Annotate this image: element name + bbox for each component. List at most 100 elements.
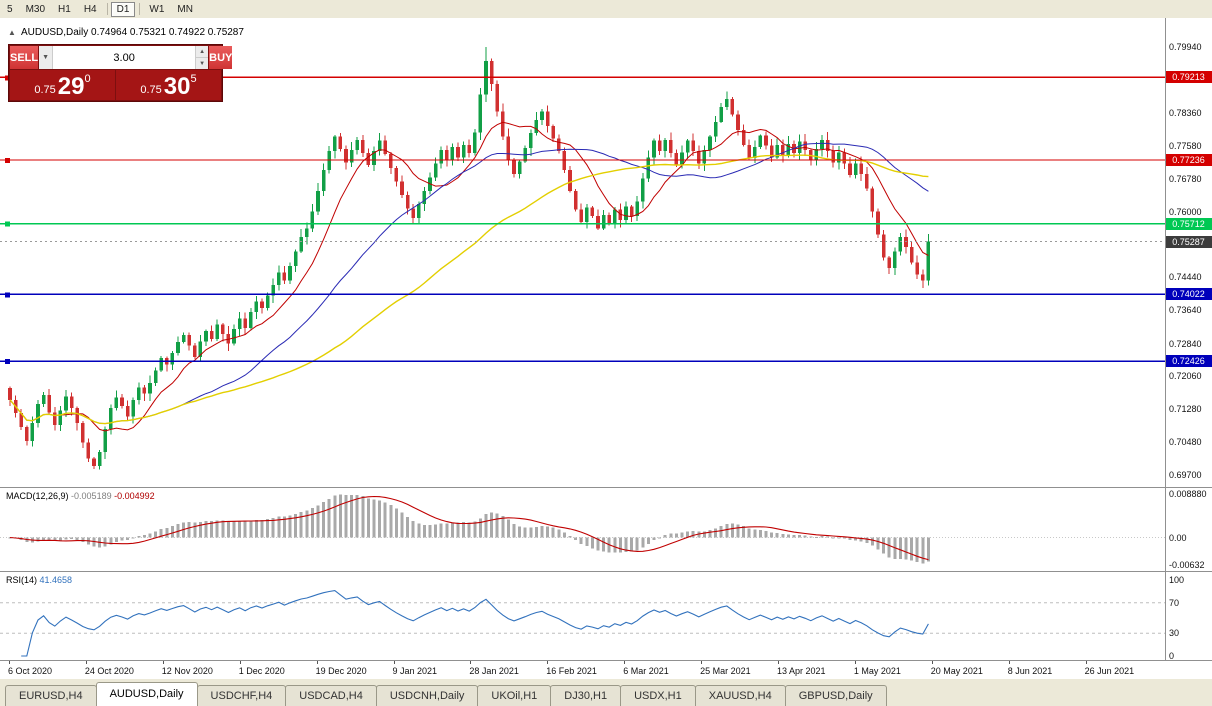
sell-button[interactable]: SELL: [10, 46, 39, 69]
hline-price-tag: 0.72426: [1165, 355, 1212, 368]
chart-tab-ukoil-h1[interactable]: UKOil,H1: [477, 685, 552, 706]
pane-separator[interactable]: [0, 571, 1212, 572]
fast-ma-line: [9, 121, 929, 432]
buy-button[interactable]: BUY: [209, 46, 233, 69]
timeframe-button-MN[interactable]: MN: [177, 3, 193, 15]
time-axis-tick: [547, 661, 549, 664]
macd-axis-label: -0.00632: [1169, 560, 1205, 570]
time-axis-tick: [931, 661, 933, 664]
chart-tabs-bar: EURUSD,H4 AUDUSD,Daily USDCHF,H4 USDCAD,H4 U…: [0, 678, 1212, 706]
chart-tab-usdcnh-daily[interactable]: USDCNH,Daily: [375, 685, 479, 706]
macd-canvas[interactable]: [0, 488, 1165, 571]
time-axis-label: 8 Jun 2021: [1007, 666, 1053, 676]
time-axis-tick: [393, 661, 395, 664]
volume-stepper[interactable]: ▲ ▼: [195, 46, 209, 69]
price-axis-label: 0.71280: [1169, 404, 1202, 414]
time-axis-label: 16 Feb 2021: [546, 666, 597, 676]
chart-tab-usdchf-h4[interactable]: USDCHF,H4: [196, 685, 287, 706]
price-axis-label: 0.78360: [1169, 108, 1202, 119]
time-axis-tick: [701, 661, 703, 664]
rsi-axis-label: 0: [1169, 651, 1175, 660]
rsi-pane: RSI(14) 41.4658 100 70 30 0: [0, 572, 1212, 660]
chart-tab-audusd-daily[interactable]: AUDUSD,Daily: [95, 682, 198, 706]
rsi-canvas[interactable]: [0, 572, 1165, 660]
price-axis-label: 0.79940: [1169, 42, 1202, 52]
one-click-collapse-icon[interactable]: ▲: [8, 28, 16, 37]
time-axis-tick: [1085, 661, 1087, 664]
price-axis-label: 0.70480: [1169, 437, 1202, 448]
time-axis-tick: [239, 661, 241, 664]
one-click-trade-panel: SELL ▼ ▲ ▼ BUY 0.75 29 0 0: [8, 44, 233, 102]
sell-price-prefix: 0.75: [34, 84, 56, 96]
price-axis-label: 0.72840: [1169, 338, 1202, 349]
pane-separator[interactable]: [0, 487, 1212, 488]
hline-price-tag: 0.79213: [1165, 71, 1212, 84]
axis-separator: [1165, 18, 1166, 661]
macd-histogram: [8, 494, 930, 564]
time-axis-tick: [85, 661, 87, 664]
time-axis-label: 26 Jun 2021: [1084, 666, 1135, 676]
chart-tab-usdcad-h4[interactable]: USDCAD,H4: [285, 685, 377, 706]
time-axis-label: 28 Jan 2021: [469, 666, 519, 676]
price-axis-label: 0.77580: [1169, 140, 1202, 151]
main-chart-pane: ▲ AUDUSD,Daily 0.74964 0.75321 0.74922 0…: [0, 18, 1212, 487]
timeframe-button-5[interactable]: 5: [7, 3, 13, 15]
rsi-label: RSI(14) 41.4658: [6, 575, 72, 585]
toolbar-separator: [139, 3, 141, 15]
timeframe-button-M30[interactable]: M30: [25, 3, 46, 15]
volume-input[interactable]: [53, 46, 196, 69]
chart-info-line: AUDUSD,Daily 0.74964 0.75321 0.74922 0.7…: [21, 27, 244, 38]
timeframe-toolbar: 5 M30 H1 H4 D1 W1 MN: [0, 0, 1212, 18]
volume-step-up-icon[interactable]: ▲: [196, 46, 209, 58]
price-axis-label: 0.69700: [1169, 470, 1202, 481]
hline-price-tag: 0.75712: [1165, 217, 1212, 230]
timeframe-button-D1[interactable]: D1: [110, 1, 136, 17]
time-axis[interactable]: 6 Oct 2020 24 Oct 2020 12 Nov 2020 1 Dec 20…: [0, 661, 1212, 678]
rsi-axis-label: 70: [1169, 597, 1180, 608]
medium-ma-line: [9, 142, 929, 425]
volume-step-down-icon[interactable]: ▼: [196, 58, 209, 69]
macd-axis-label: 0.008880: [1169, 489, 1207, 499]
macd-value-signal: -0.004992: [114, 491, 155, 501]
chart-tab-xauusd-h4[interactable]: XAUUSD,H4: [694, 685, 786, 706]
pane-separator: [0, 660, 1212, 661]
rsi-axis-label: 100: [1169, 575, 1185, 585]
chart-tab-usdx-h1[interactable]: USDX,H1: [620, 685, 696, 706]
hline-price-tag: 0.77236: [1165, 154, 1212, 166]
chart-tab-eurusd-h4[interactable]: EURUSD,H4: [5, 685, 97, 706]
volume-control: ▼ ▲ ▼: [39, 46, 209, 69]
hline-price-tag: 0.74022: [1165, 288, 1212, 301]
price-axis-label: 0.76780: [1169, 174, 1202, 185]
time-axis-label: 1 May 2021: [853, 666, 901, 676]
timeframe-button-H4[interactable]: H4: [83, 3, 97, 15]
chart-tab-gbpusd-daily[interactable]: GBPUSD,Daily: [784, 685, 887, 706]
rsi-value: 41.4658: [39, 575, 73, 585]
macd-pane: MACD(12,26,9) -0.005189 -0.004992 0.0088…: [0, 488, 1212, 571]
time-axis-tick: [1008, 661, 1010, 664]
time-axis-label: 24 Oct 2020: [84, 666, 134, 676]
price-axis[interactable]: 0.79940 0.78360 0.77580 0.76780 0.76000 0.744…: [1165, 18, 1212, 487]
time-axis-label: 6 Mar 2021: [623, 666, 669, 676]
rsi-axis-label: 30: [1169, 628, 1180, 639]
macd-value-main: -0.005189: [71, 491, 112, 501]
time-axis-label: 6 Oct 2020: [8, 666, 53, 676]
chart-tabs: EURUSD,H4 AUDUSD,Daily USDCHF,H4 USDCAD,H4 U…: [0, 679, 1212, 706]
sell-price-button[interactable]: 0.75 29 0: [10, 70, 115, 100]
time-axis-label: 13 Apr 2021: [777, 666, 826, 676]
chart-tab-dj30-h1[interactable]: DJ30,H1: [550, 685, 622, 706]
macd-signal-line: [9, 495, 929, 561]
time-axis-tick: [624, 661, 626, 664]
time-axis-tick: [470, 661, 472, 664]
price-axis-label: 0.76000: [1169, 206, 1202, 217]
time-axis-label: 20 May 2021: [930, 666, 983, 676]
timeframe-button-W1[interactable]: W1: [149, 3, 165, 15]
volume-dropdown-icon[interactable]: ▼: [39, 46, 54, 69]
buy-price-button[interactable]: 0.75 30 5: [116, 70, 221, 100]
time-axis-tick: [9, 661, 10, 664]
macd-name: MACD(12,26,9): [6, 491, 69, 501]
main-chart-canvas[interactable]: [0, 18, 1165, 487]
slow-ma-line: [9, 154, 929, 425]
toolbar-separator: [106, 3, 108, 15]
timeframe-button-H1[interactable]: H1: [58, 3, 71, 15]
